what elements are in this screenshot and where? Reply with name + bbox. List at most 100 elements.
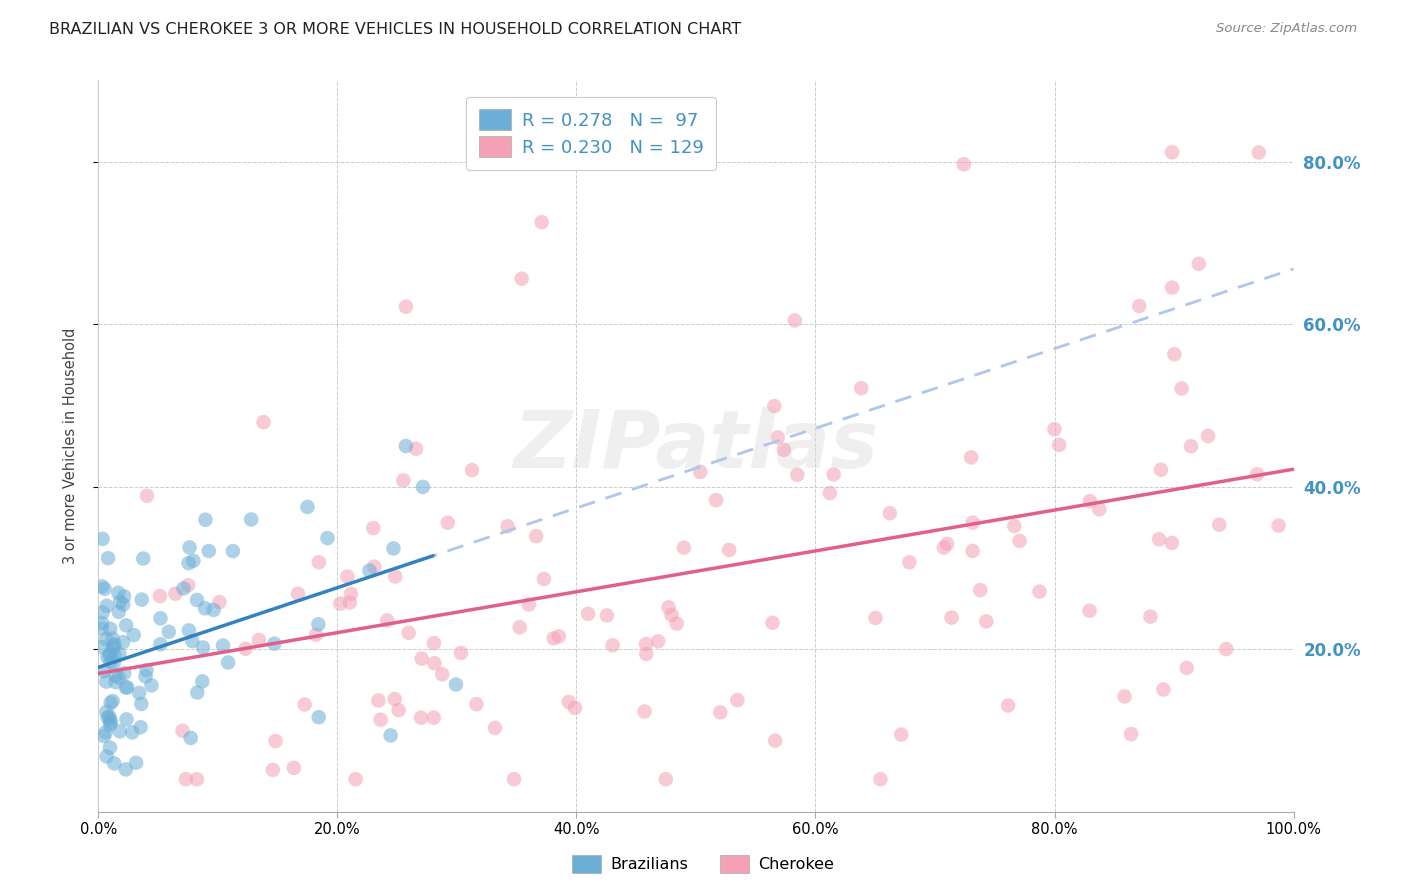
Point xyxy=(392,474,415,488)
Point xyxy=(294,698,316,712)
Text: ZIPatlas: ZIPatlas xyxy=(513,407,879,485)
Point xyxy=(316,531,339,545)
Point xyxy=(384,692,406,706)
Point xyxy=(174,772,197,787)
Point xyxy=(100,715,122,730)
Point xyxy=(104,637,127,651)
Point xyxy=(851,381,873,395)
Point xyxy=(252,415,274,429)
Point xyxy=(1078,604,1101,618)
Point xyxy=(558,695,581,709)
Point xyxy=(564,701,586,715)
Point xyxy=(344,772,367,787)
Point xyxy=(898,555,921,569)
Point xyxy=(108,595,131,609)
Point xyxy=(186,685,208,699)
Point xyxy=(165,587,187,601)
Point xyxy=(129,720,152,734)
Point xyxy=(172,723,194,738)
Point xyxy=(960,450,983,465)
Point xyxy=(633,705,655,719)
Legend: Brazilians, Cherokee: Brazilians, Cherokee xyxy=(565,848,841,880)
Point xyxy=(93,665,115,679)
Point xyxy=(509,620,531,634)
Point xyxy=(783,313,806,327)
Point xyxy=(484,721,506,735)
Point xyxy=(91,606,114,620)
Point xyxy=(1152,682,1174,697)
Point xyxy=(132,551,155,566)
Point xyxy=(100,696,122,710)
Point xyxy=(141,678,163,692)
Point xyxy=(1078,494,1101,508)
Point xyxy=(823,467,845,482)
Point xyxy=(395,300,418,314)
Point xyxy=(1161,145,1184,160)
Point xyxy=(395,439,418,453)
Point xyxy=(101,694,124,708)
Point xyxy=(1267,518,1289,533)
Point xyxy=(149,637,172,651)
Point xyxy=(135,663,157,677)
Point xyxy=(98,622,121,636)
Point xyxy=(974,615,997,629)
Point xyxy=(533,572,555,586)
Point xyxy=(1128,299,1150,313)
Point xyxy=(186,772,208,787)
Point xyxy=(115,681,138,695)
Point xyxy=(177,624,200,638)
Point xyxy=(305,628,328,642)
Point xyxy=(149,611,172,625)
Point xyxy=(340,587,363,601)
Point xyxy=(510,271,533,285)
Point xyxy=(222,544,245,558)
Point xyxy=(91,532,114,546)
Point xyxy=(96,599,118,613)
Point xyxy=(602,638,624,652)
Point xyxy=(180,731,202,745)
Point xyxy=(96,710,118,724)
Point xyxy=(818,486,841,500)
Point xyxy=(194,513,217,527)
Point xyxy=(869,772,891,787)
Point xyxy=(1008,533,1031,548)
Point xyxy=(704,493,727,508)
Point xyxy=(517,598,540,612)
Point xyxy=(179,541,201,555)
Point xyxy=(530,215,553,229)
Point xyxy=(308,555,330,569)
Point xyxy=(157,624,180,639)
Point xyxy=(766,430,789,444)
Point xyxy=(125,756,148,770)
Point xyxy=(405,442,427,456)
Point xyxy=(969,583,991,598)
Point xyxy=(432,667,454,681)
Point xyxy=(181,634,204,648)
Point xyxy=(183,554,205,568)
Point xyxy=(1163,347,1185,361)
Point xyxy=(191,640,214,655)
Point xyxy=(890,727,912,741)
Point xyxy=(287,587,309,601)
Point xyxy=(247,632,270,647)
Point xyxy=(543,632,565,646)
Point xyxy=(1180,439,1202,453)
Point xyxy=(91,622,114,636)
Point xyxy=(725,693,748,707)
Point xyxy=(262,763,284,777)
Point xyxy=(1247,145,1270,160)
Point xyxy=(952,157,974,171)
Point xyxy=(98,740,121,755)
Point xyxy=(786,467,808,482)
Point xyxy=(689,465,711,479)
Point xyxy=(93,582,115,596)
Point xyxy=(1119,727,1142,741)
Point xyxy=(94,632,117,646)
Point xyxy=(576,607,599,621)
Point xyxy=(636,647,658,661)
Point xyxy=(1028,584,1050,599)
Point xyxy=(1170,382,1192,396)
Point xyxy=(104,648,127,663)
Point xyxy=(111,635,134,649)
Point xyxy=(101,632,124,646)
